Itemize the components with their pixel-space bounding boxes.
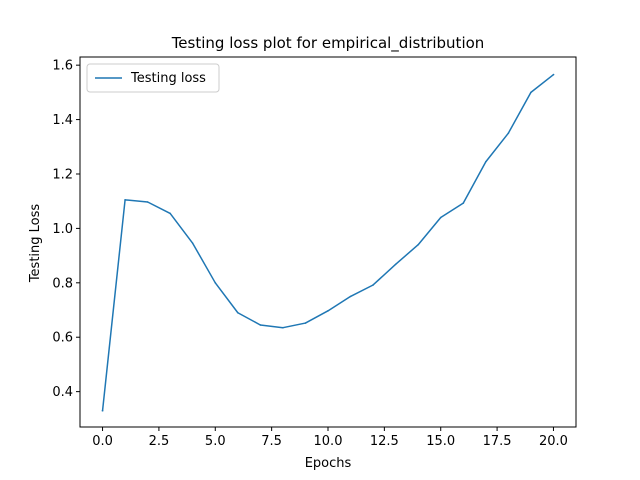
data-point	[124, 199, 126, 201]
x-tick-label: 12.5	[370, 434, 399, 449]
y-tick-label: 0.4	[52, 385, 73, 400]
x-tick-label: 17.5	[483, 434, 512, 449]
x-tick-label: 2.5	[149, 434, 170, 449]
x-tick-label: 0.0	[92, 434, 113, 449]
data-point	[439, 216, 442, 219]
x-tick-label: 10.0	[314, 434, 343, 449]
legend-label: Testing loss	[130, 71, 206, 86]
x-axis-label: Epochs	[305, 456, 352, 471]
data-point	[462, 202, 465, 204]
data-point	[530, 91, 532, 94]
data-point	[259, 324, 262, 326]
data-point	[552, 73, 555, 76]
x-tick-label: 15.0	[426, 434, 455, 449]
y-tick-label: 0.6	[52, 331, 73, 346]
data-point	[146, 201, 149, 203]
y-tick-label: 1.4	[52, 113, 73, 128]
x-tick-label: 5.0	[205, 434, 226, 449]
data-point	[237, 311, 239, 314]
data-point	[169, 212, 171, 215]
data-point	[394, 263, 397, 266]
y-tick-label: 1.2	[52, 167, 73, 182]
data-point	[507, 132, 510, 134]
y-axis-label: Testing Loss	[28, 204, 43, 284]
series-layer	[101, 73, 555, 412]
y-tick-label: 1.0	[52, 222, 73, 237]
data-point	[417, 243, 419, 246]
legend: Testing loss	[86, 63, 220, 93]
data-point	[214, 282, 217, 284]
legend-box	[86, 63, 220, 93]
data-point	[485, 160, 487, 163]
x-tick-label: 7.5	[261, 434, 282, 449]
x-axis-ticks: 0.0 2.5 5.0 7.5 10.0 12.5 15.0 17.5 20.0	[92, 427, 568, 449]
data-point	[372, 284, 374, 286]
data-point	[304, 322, 307, 324]
y-tick-label: 0.8	[52, 276, 73, 291]
data-point	[349, 295, 352, 298]
data-point	[327, 310, 329, 312]
x-tick-label: 20.0	[539, 434, 568, 449]
data-point	[282, 326, 284, 329]
data-point	[191, 242, 194, 245]
y-tick-label: 1.6	[52, 59, 73, 74]
data-point	[101, 409, 104, 412]
y-axis-ticks: 0.4 0.6 0.8 1.0 1.2 1.4 1.6	[52, 59, 80, 400]
chart-title: Testing loss plot for empirical_distribu…	[171, 34, 485, 53]
